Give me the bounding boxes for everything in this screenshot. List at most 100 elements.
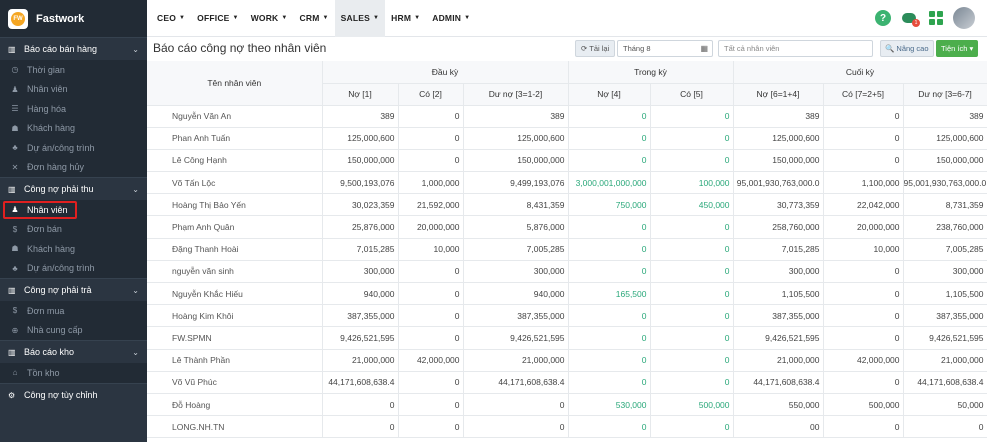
sidebar-item-1-3[interactable]: ♣ Dự án/công trình bbox=[0, 258, 147, 278]
amount-cell[interactable]: 0 bbox=[650, 149, 734, 173]
staff-name-cell[interactable]: Nguyễn Khắc Hiếu bbox=[147, 282, 323, 306]
amount-cell[interactable]: 0 bbox=[567, 105, 651, 128]
amount-cell[interactable]: 0 bbox=[567, 326, 651, 350]
amount-cell[interactable]: 0 bbox=[567, 149, 651, 173]
calendar-icon[interactable]: ▦ bbox=[700, 44, 708, 53]
chevron-down-icon[interactable]: ⌄ bbox=[132, 347, 139, 357]
table-row[interactable]: Võ Vũ Phúc 44,171,608,638.4 0 44,171,608,63… bbox=[147, 371, 987, 394]
sidebar-item-0-2[interactable]: ☰ Hàng hóa bbox=[0, 99, 147, 119]
amount-cell[interactable]: 450,000 bbox=[650, 193, 734, 217]
staff-name-cell[interactable]: nguyễn văn sinh bbox=[147, 260, 323, 284]
sidebar-item-0-4[interactable]: ♣ Dự án/công trình bbox=[0, 138, 147, 158]
sidebar-item-0-5[interactable]: ✕ Đơn hàng hủy bbox=[0, 157, 147, 177]
staff-name-cell[interactable]: Đỗ Hoàng bbox=[147, 393, 323, 417]
utility-button[interactable]: Tiện ích ▾ bbox=[936, 40, 979, 57]
table-row[interactable]: Võ Tấn Lộc 9,500,193,076 1,000,000 9,499,19… bbox=[147, 171, 987, 195]
amount-cell[interactable]: 530,000 bbox=[567, 393, 651, 417]
amount-cell[interactable]: 0 bbox=[650, 371, 734, 394]
table-row[interactable]: FW.SPMN 9,426,521,595 0 9,426,521,595 0 0 9,42… bbox=[147, 326, 987, 350]
chevron-down-icon[interactable]: ⌄ bbox=[132, 285, 139, 295]
help-icon[interactable]: ? bbox=[875, 10, 891, 26]
staff-name-cell[interactable]: Võ Tấn Lộc bbox=[147, 171, 323, 195]
amount-cell[interactable]: 0 bbox=[650, 105, 734, 128]
staff-filter-input[interactable]: Tất cả nhân viên bbox=[718, 40, 873, 57]
staff-name-cell[interactable]: Hoàng Thị Bảo Yến bbox=[147, 193, 323, 217]
chevron-down-icon[interactable]: ⌄ bbox=[132, 184, 139, 194]
table-row[interactable]: Phạm Anh Quân 25,876,000 20,000,000 5,876,0… bbox=[147, 215, 987, 239]
apps-grid-icon[interactable] bbox=[929, 11, 943, 25]
table-row[interactable]: Đỗ Hoàng 0 0 0 530,000 500,000 550,000 500,000 5… bbox=[147, 393, 987, 417]
table-row[interactable]: Hoàng Kim Khôi 387,355,000 0 387,355,000 0 0 3… bbox=[147, 304, 987, 328]
nav-work[interactable]: WORK ▼ bbox=[245, 0, 294, 37]
notification-icon[interactable]: 1 bbox=[901, 9, 920, 27]
staff-name-cell[interactable]: Phạm Anh Quân bbox=[147, 215, 323, 239]
table-row[interactable]: Phan Anh Tuấn 125,000,600 0 125,000,600 0 0 12… bbox=[147, 127, 987, 150]
sidebar-item-2-0[interactable]: $ Đơn mua bbox=[0, 301, 147, 321]
amount-cell[interactable]: 500,000 bbox=[650, 393, 734, 417]
chevron-down-icon[interactable]: ⌄ bbox=[132, 44, 139, 54]
table-row[interactable]: Nguyễn Khắc Hiếu 940,000 0 940,000 165,500 0 1… bbox=[147, 282, 987, 306]
amount-cell[interactable]: 165,500 bbox=[567, 282, 651, 306]
amount-cell[interactable]: 0 bbox=[567, 238, 651, 261]
amount-cell[interactable]: 3,000,001,000,000 bbox=[567, 171, 651, 195]
amount-cell[interactable]: 0 bbox=[650, 326, 734, 350]
amount-cell[interactable]: 0 bbox=[650, 238, 734, 261]
sidebar-section-2[interactable]: ▥ Công nợ phải trả ⌄ bbox=[0, 278, 147, 301]
sidebar-item-1-2[interactable]: ☗ Khách hàng bbox=[0, 239, 147, 259]
amount-cell[interactable]: 750,000 bbox=[567, 193, 651, 217]
avatar[interactable] bbox=[953, 7, 975, 29]
amount-cell[interactable]: 0 bbox=[650, 127, 734, 150]
nav-office[interactable]: OFFICE ▼ bbox=[191, 0, 245, 37]
nav-sales[interactable]: SALES ▼ bbox=[334, 0, 386, 37]
staff-name-cell[interactable]: Hoàng Kim Khôi bbox=[147, 304, 323, 328]
staff-name-cell[interactable]: Nguyễn Văn An bbox=[147, 105, 323, 128]
sidebar-item-1-1[interactable]: $ Đơn bán bbox=[0, 219, 147, 239]
amount-cell[interactable]: 0 bbox=[567, 304, 651, 328]
period-picker[interactable]: Tháng 8 ▦ bbox=[617, 40, 713, 57]
sidebar-item-1-0[interactable]: ♟ Nhân viên bbox=[0, 200, 147, 220]
table-row[interactable]: nguyễn văn sinh 300,000 0 300,000 0 0 300,000 0… bbox=[147, 260, 987, 284]
amount-cell[interactable]: 0 bbox=[650, 349, 734, 372]
staff-name-cell[interactable]: Võ Vũ Phúc bbox=[147, 371, 323, 394]
table-row[interactable]: Lê Thành Phần 21,000,000 42,000,000 21,000,… bbox=[147, 349, 987, 372]
amount-cell[interactable]: 0 bbox=[650, 260, 734, 284]
staff-name-cell[interactable]: Đặng Thanh Hoài bbox=[147, 238, 323, 261]
table-row[interactable]: Đặng Thanh Hoài 7,015,285 10,000 7,005,285 0… bbox=[147, 238, 987, 261]
amount-cell[interactable]: 0 bbox=[650, 282, 734, 306]
amount-cell[interactable]: 0 bbox=[567, 260, 651, 284]
amount-cell[interactable]: 0 bbox=[567, 215, 651, 239]
brand[interactable]: FW Fastwork bbox=[0, 0, 147, 37]
staff-name-cell[interactable]: Lê Thành Phần bbox=[147, 349, 323, 372]
amount-cell[interactable]: 0 bbox=[567, 349, 651, 372]
sidebar-section-3[interactable]: ▥ Báo cáo kho ⌄ bbox=[0, 340, 147, 363]
advanced-search-button[interactable]: 🔍 Nâng cao bbox=[880, 40, 934, 57]
amount-cell[interactable]: 0 bbox=[650, 215, 734, 239]
amount-cell[interactable]: 0 bbox=[650, 304, 734, 328]
staff-name-cell[interactable]: LONG.NH.TN bbox=[147, 415, 323, 439]
table-row[interactable]: Hoàng Thị Bảo Yến 30,023,359 21,592,000 8,4… bbox=[147, 193, 987, 217]
sidebar-item-2-1[interactable]: ⊕ Nhà cung cấp bbox=[0, 320, 147, 340]
nav-admin[interactable]: ADMIN ▼ bbox=[426, 0, 476, 37]
staff-name-cell[interactable]: Lê Công Hạnh bbox=[147, 149, 323, 173]
amount-cell[interactable]: 0 bbox=[567, 127, 651, 150]
nav-hrm[interactable]: HRM ▼ bbox=[385, 0, 426, 37]
table-row[interactable]: Lê Công Hạnh 150,000,000 0 150,000,000 0 0 150… bbox=[147, 149, 987, 173]
table-row[interactable]: LONG.NH.TN 0 0 0 0 0 00 0 0 bbox=[147, 415, 987, 439]
reload-button[interactable]: ⟳ Tải lại bbox=[575, 40, 616, 57]
nav-crm[interactable]: CRM ▼ bbox=[294, 0, 335, 37]
staff-name-cell[interactable]: Phan Anh Tuấn bbox=[147, 127, 323, 150]
sidebar-section-0[interactable]: ▥ Báo cáo bán hàng ⌄ bbox=[0, 37, 147, 60]
sidebar-item-0-0[interactable]: ◷ Thời gian bbox=[0, 60, 147, 80]
nav-ceo[interactable]: CEO ▼ bbox=[151, 0, 191, 37]
sidebar-section-1[interactable]: ▥ Công nợ phải thu ⌄ bbox=[0, 177, 147, 200]
amount-cell[interactable]: 0 bbox=[567, 371, 651, 394]
staff-name-cell[interactable]: FW.SPMN bbox=[147, 326, 323, 350]
table-row[interactable]: Nguyễn Văn An 389 0 389 0 0 389 0 389 bbox=[147, 105, 987, 128]
amount-cell[interactable]: 0 bbox=[567, 415, 651, 439]
amount-cell[interactable]: 0 bbox=[650, 415, 734, 439]
sidebar-item-3-0[interactable]: ⌂ Tồn kho bbox=[0, 363, 147, 383]
sidebar-item-0-1[interactable]: ♟ Nhân viên bbox=[0, 79, 147, 99]
sidebar-custom-debt[interactable]: ⚙ Công nợ tùy chỉnh bbox=[0, 382, 147, 407]
amount-cell[interactable]: 100,000 bbox=[650, 171, 734, 195]
sidebar-item-0-3[interactable]: ☗ Khách hàng bbox=[0, 118, 147, 138]
